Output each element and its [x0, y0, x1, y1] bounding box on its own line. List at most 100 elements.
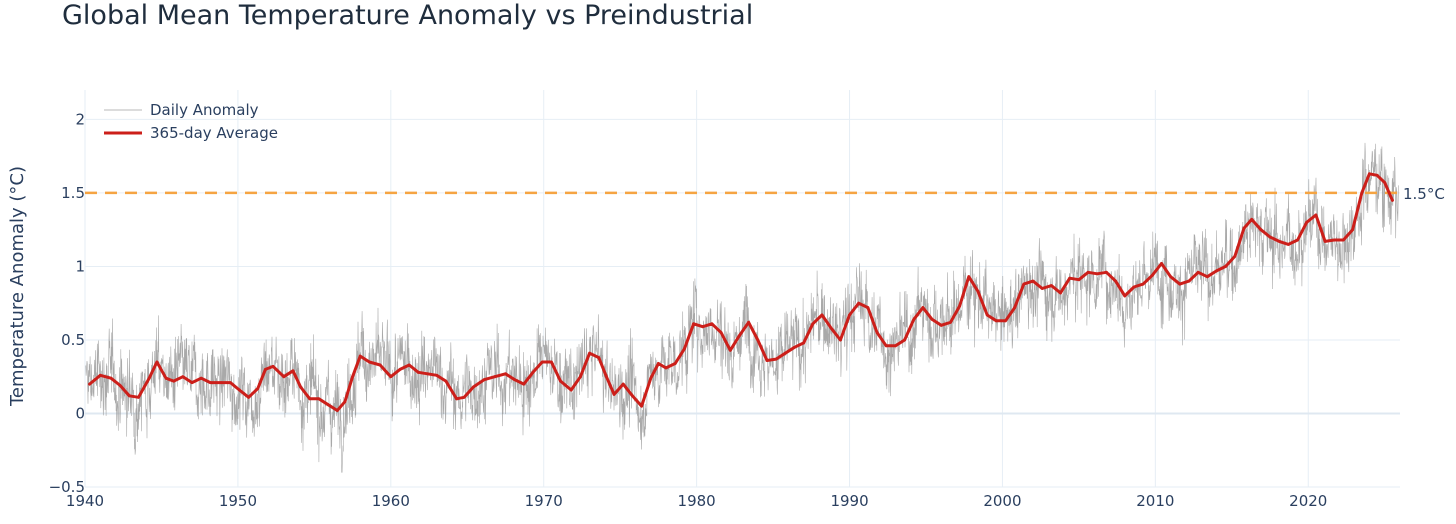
average-point: [811, 322, 815, 326]
average-point: [612, 393, 616, 396]
average-point: [857, 301, 861, 305]
average-point: [398, 368, 402, 371]
average-point: [1141, 282, 1145, 286]
average-point: [155, 360, 159, 364]
average-point: [351, 375, 354, 379]
average-point: [88, 382, 91, 386]
average-point: [875, 331, 879, 334]
average-point: [1242, 226, 1246, 230]
x-tick-label: 2010: [1136, 492, 1174, 510]
average-point: [912, 318, 916, 321]
average-point: [308, 397, 312, 401]
average-point: [1022, 282, 1026, 286]
average-point: [597, 356, 601, 359]
average-point: [1077, 278, 1081, 282]
average-line: [88, 172, 1394, 412]
average-point: [921, 306, 925, 309]
legend-label-daily: Daily Anomaly: [150, 101, 259, 119]
average-point: [219, 381, 223, 384]
average-point: [181, 375, 185, 379]
average-point: [1268, 235, 1272, 239]
average-point: [98, 373, 102, 377]
reference-line-label: 1.5°C: [1403, 185, 1445, 203]
average-point: [774, 357, 778, 361]
average-point: [1178, 282, 1182, 286]
average-point: [579, 375, 582, 379]
average-point: [1059, 291, 1062, 295]
average-point: [848, 313, 851, 317]
average-point: [1150, 273, 1154, 277]
average-point: [1196, 270, 1200, 274]
average-point: [747, 320, 750, 324]
average-point: [118, 384, 122, 387]
average-point: [930, 318, 934, 321]
average-point: [164, 376, 168, 380]
average-point: [343, 400, 347, 404]
average-point: [378, 363, 382, 367]
average-point: [522, 382, 526, 386]
average-point: [416, 370, 420, 374]
average-point: [657, 362, 660, 365]
average-point: [631, 394, 634, 398]
average-point: [247, 395, 251, 399]
x-tick-label: 1980: [678, 492, 716, 510]
average-point: [994, 319, 998, 323]
average-point: [256, 387, 260, 390]
average-point: [1314, 213, 1318, 217]
daily-anomaly-series: [85, 142, 1399, 473]
average-point: [1004, 319, 1007, 323]
average-point: [765, 359, 769, 362]
average-point: [1169, 275, 1172, 279]
average-point: [1040, 287, 1044, 290]
average-point: [701, 325, 705, 329]
average-point: [1391, 198, 1394, 202]
average-point: [504, 372, 507, 376]
average-point: [1305, 220, 1309, 224]
average-point: [820, 313, 824, 317]
average-point: [605, 375, 608, 379]
average-point: [540, 360, 544, 364]
average-point: [1342, 238, 1345, 242]
average-point: [1323, 240, 1327, 243]
average-point: [1360, 191, 1364, 195]
average-point: [271, 365, 275, 368]
average-point: [358, 354, 362, 358]
legend-label-average: 365-day Average: [150, 124, 278, 142]
average-point: [829, 326, 833, 330]
average-point: [109, 376, 113, 380]
average-point: [493, 375, 497, 379]
average-point: [299, 385, 302, 389]
average-point: [199, 376, 203, 380]
average-point: [839, 338, 842, 342]
average-point: [756, 338, 760, 342]
average-point: [444, 379, 448, 383]
average-point: [1259, 228, 1263, 232]
average-point: [683, 347, 686, 351]
average-point: [939, 323, 943, 327]
average-point: [531, 370, 535, 374]
x-tick-label: 1970: [525, 492, 563, 510]
average-point: [147, 376, 151, 380]
average-point: [435, 373, 439, 377]
average-point: [588, 351, 591, 355]
average-point: [1205, 275, 1209, 279]
average-point: [673, 362, 677, 365]
average-point: [513, 378, 517, 382]
average-point: [710, 322, 714, 326]
average-point: [692, 322, 695, 326]
average-point: [719, 331, 723, 334]
average-point: [1123, 294, 1127, 298]
average-point: [967, 275, 971, 279]
average-point: [1086, 270, 1090, 274]
average-point: [903, 338, 906, 342]
average-point: [1224, 265, 1228, 268]
average-point: [728, 348, 732, 352]
average-point: [894, 344, 897, 348]
y-tick-label: 2: [75, 110, 85, 128]
average-point: [1233, 254, 1237, 258]
y-tick-label: 1.5: [61, 184, 85, 202]
average-point: [1215, 269, 1218, 273]
y-tick-label: 1: [75, 257, 85, 275]
average-point: [866, 306, 870, 309]
